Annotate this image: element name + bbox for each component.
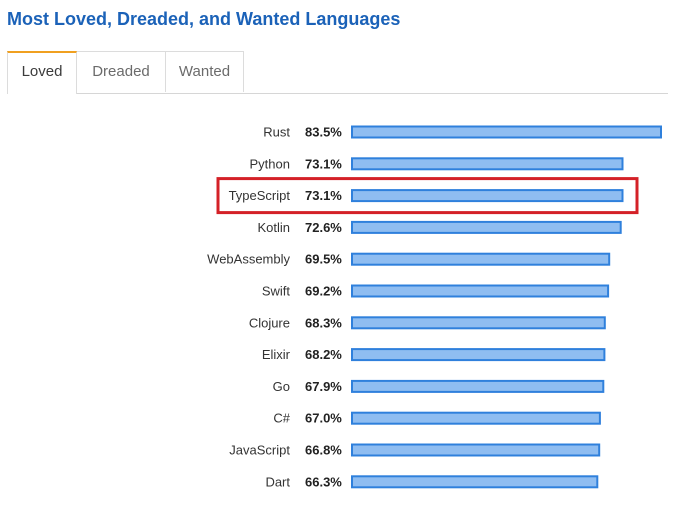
category-label-clojure: Clojure bbox=[249, 315, 290, 330]
category-label-javascript: JavaScript bbox=[229, 443, 290, 458]
value-label-python: 73.1% bbox=[305, 156, 342, 171]
category-label-rust: Rust bbox=[263, 125, 290, 140]
bar-webassembly[interactable] bbox=[351, 252, 611, 266]
bar-clojure[interactable] bbox=[351, 316, 606, 330]
value-label-kotlin: 72.6% bbox=[305, 220, 342, 235]
value-label-c-sharp: 67.0% bbox=[305, 411, 342, 426]
bar-c-sharp[interactable] bbox=[351, 411, 601, 425]
bar-typescript[interactable] bbox=[351, 189, 624, 203]
category-label-elixir: Elixir bbox=[262, 347, 291, 362]
value-label-elixir: 68.2% bbox=[305, 347, 342, 362]
bar-javascript[interactable] bbox=[351, 443, 601, 457]
category-label-go: Go bbox=[273, 379, 290, 394]
category-label-python: Python bbox=[250, 156, 290, 171]
value-label-typescript: 73.1% bbox=[305, 188, 342, 203]
bar-swift[interactable] bbox=[351, 284, 610, 298]
page-title: Most Loved, Dreaded, and Wanted Language… bbox=[7, 9, 401, 29]
tab-wanted[interactable]: Wanted bbox=[165, 51, 244, 92]
category-label-webassembly: WebAssembly bbox=[207, 252, 290, 267]
highlight-box bbox=[216, 177, 639, 215]
value-label-go: 67.9% bbox=[305, 379, 342, 394]
category-label-typescript: TypeScript bbox=[229, 188, 291, 203]
value-label-rust: 83.5% bbox=[305, 125, 342, 140]
bar-python[interactable] bbox=[351, 157, 624, 171]
value-label-dart: 66.3% bbox=[305, 474, 342, 489]
bar-go[interactable] bbox=[351, 379, 605, 393]
value-label-javascript: 66.8% bbox=[305, 443, 342, 458]
bar-kotlin[interactable] bbox=[351, 220, 622, 234]
value-label-webassembly: 69.5% bbox=[305, 252, 342, 267]
value-label-clojure: 68.3% bbox=[305, 315, 342, 330]
tab-loved[interactable]: Loved bbox=[7, 51, 77, 94]
category-label-dart: Dart bbox=[265, 474, 290, 489]
tab-bar: Loved Dreaded Wanted bbox=[7, 51, 668, 94]
bar-rust[interactable] bbox=[351, 125, 662, 139]
category-label-swift: Swift bbox=[262, 284, 291, 299]
bar-dart[interactable] bbox=[351, 475, 599, 489]
category-label-c-sharp: C# bbox=[273, 411, 290, 426]
value-label-swift: 69.2% bbox=[305, 284, 342, 299]
category-label-kotlin: Kotlin bbox=[257, 220, 290, 235]
bar-elixir[interactable] bbox=[351, 348, 606, 362]
